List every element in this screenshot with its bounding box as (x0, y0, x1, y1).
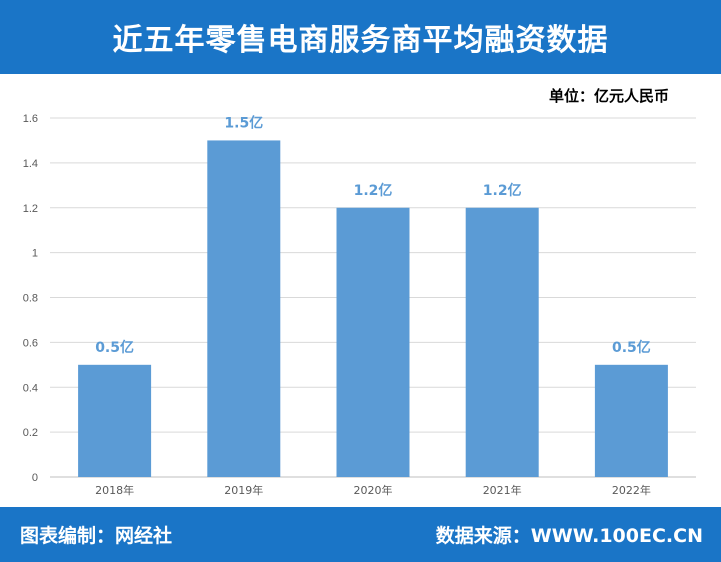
x-category-label: 2018年 (95, 483, 134, 497)
y-tick-label: 1.4 (23, 158, 38, 170)
footer-source: 数据来源：WWW.100EC.CN (435, 525, 703, 547)
bar (78, 364, 152, 477)
unit-label: 单位：亿元人民币 (548, 87, 669, 105)
data-label: 1.5亿 (224, 114, 263, 131)
y-tick-label: 0.2 (23, 427, 38, 439)
x-category-label: 2021年 (483, 483, 522, 497)
bar (465, 207, 539, 477)
title-banner: 近五年零售电商服务商平均融资数据 (0, 0, 721, 74)
chart-title: 近五年零售电商服务商平均融资数据 (112, 23, 609, 58)
bar (207, 140, 281, 477)
y-tick-label: 0.4 (23, 382, 38, 394)
data-label: 0.5亿 (95, 339, 134, 356)
x-category-label: 2020年 (354, 483, 393, 497)
y-tick-label: 0.6 (23, 337, 38, 349)
x-category-label: 2019年 (224, 483, 263, 497)
y-tick-label: 0.8 (23, 293, 38, 305)
data-label: 0.5亿 (612, 339, 651, 356)
x-category-label: 2022年 (612, 483, 651, 497)
footer-compiler: 图表编制：网经社 (20, 525, 173, 547)
data-label: 1.2亿 (483, 182, 522, 199)
y-tick-label: 0 (32, 472, 38, 484)
bar (594, 364, 668, 477)
bar-chart: 0 0.2 0.4 0.6 0.8 1 1.2 1.4 1.6 0.5亿 2018年 1.5亿 2019… (23, 113, 696, 497)
footer-banner: 图表编制：网经社 数据来源：WWW.100EC.CN (0, 507, 721, 562)
bar (336, 207, 410, 477)
data-label: 1.2亿 (354, 182, 393, 199)
y-tick-label: 1.2 (23, 203, 38, 215)
y-tick-label: 1.6 (23, 113, 38, 125)
y-tick-label: 1 (32, 248, 38, 260)
